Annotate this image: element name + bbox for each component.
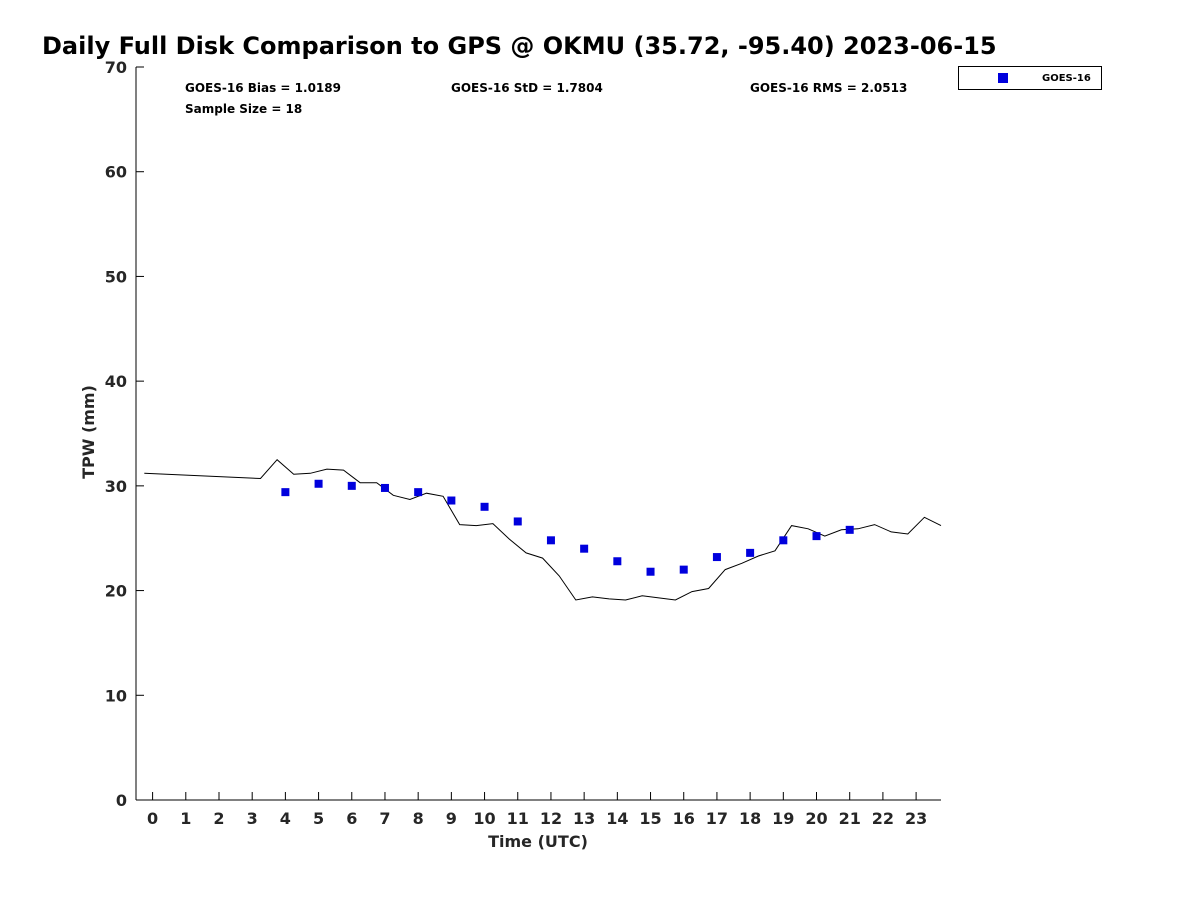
x-tick-label: 23 <box>905 809 927 828</box>
goes16-point <box>812 532 821 541</box>
goes16-point <box>480 502 489 511</box>
x-tick-label: 6 <box>346 809 357 828</box>
goes16-point <box>712 553 721 562</box>
goes16-point <box>513 517 522 526</box>
x-axis-label: Time (UTC) <box>488 832 588 851</box>
gps-line-layer <box>144 458 942 601</box>
y-ticks: 0 10 20 30 40 50 60 70 <box>105 58 144 810</box>
goes16-points-layer <box>281 479 854 576</box>
y-tick-label: 30 <box>105 477 127 496</box>
chart-title: Daily Full Disk Comparison to GPS @ OKMU… <box>42 32 997 60</box>
y-tick-label: 20 <box>105 582 127 601</box>
x-tick-label: 20 <box>805 809 827 828</box>
x-tick-label: 7 <box>379 809 390 828</box>
axes <box>135 67 941 801</box>
x-tick-label: 16 <box>673 809 695 828</box>
stat-rms: GOES-16 RMS = 2.0513 <box>750 81 907 95</box>
x-tick-label: 14 <box>606 809 628 828</box>
x-tick-label: 18 <box>739 809 761 828</box>
y-tick-label: 60 <box>105 163 127 182</box>
x-tick-label: 15 <box>639 809 661 828</box>
x-tick-label: 8 <box>413 809 424 828</box>
goes16-point <box>580 544 589 553</box>
stat-bias: GOES-16 Bias = 1.0189 <box>185 81 341 95</box>
goes16-point <box>414 488 423 497</box>
x-ticks: 0 1 2 3 4 5 6 7 8 9 10 11 12 13 14 15 16 17 18 19 20 21 22 23 <box>147 792 927 828</box>
x-tick-label: 12 <box>540 809 562 828</box>
y-tick-label: 10 <box>105 686 127 705</box>
legend-label: GOES-16 <box>1042 73 1091 84</box>
x-tick-label: 11 <box>507 809 529 828</box>
legend: GOES-16 <box>958 66 1102 90</box>
y-tick-label: 50 <box>105 267 127 286</box>
goes16-point <box>845 525 854 534</box>
x-tick-label: 17 <box>706 809 728 828</box>
goes16-point <box>380 483 389 492</box>
stat-sample-size: Sample Size = 18 <box>185 102 302 116</box>
x-tick-label: 2 <box>213 809 224 828</box>
goes16-point <box>347 481 356 490</box>
legend-marker <box>998 73 1008 83</box>
x-tick-label: 4 <box>280 809 291 828</box>
goes16-point <box>281 488 290 497</box>
goes16-point <box>746 548 755 557</box>
x-tick-label: 21 <box>839 809 861 828</box>
x-tick-label: 5 <box>313 809 324 828</box>
goes16-point <box>779 536 788 545</box>
y-tick-label: 70 <box>105 58 127 77</box>
x-tick-label: 1 <box>180 809 191 828</box>
goes16-point <box>646 567 655 576</box>
x-tick-label: 10 <box>473 809 495 828</box>
goes16-point <box>613 557 622 566</box>
stats-annotations: GOES-16 Bias = 1.0189 GOES-16 StD = 1.78… <box>185 81 907 116</box>
legend-box <box>958 66 1102 90</box>
x-tick-label: 9 <box>446 809 457 828</box>
goes16-point <box>679 565 688 574</box>
stat-std: GOES-16 StD = 1.7804 <box>451 81 603 95</box>
goes16-point <box>447 496 456 505</box>
x-tick-label: 19 <box>772 809 794 828</box>
x-tick-label: 3 <box>247 809 258 828</box>
gps-series-line <box>144 458 942 601</box>
goes16-point <box>546 536 555 545</box>
y-tick-label: 40 <box>105 372 127 391</box>
y-tick-label: 0 <box>116 791 127 810</box>
x-tick-label: 0 <box>147 809 158 828</box>
goes16-point <box>314 479 323 488</box>
y-axis-label: TPW (mm) <box>79 385 98 479</box>
x-tick-label: 22 <box>872 809 894 828</box>
x-tick-label: 13 <box>573 809 595 828</box>
